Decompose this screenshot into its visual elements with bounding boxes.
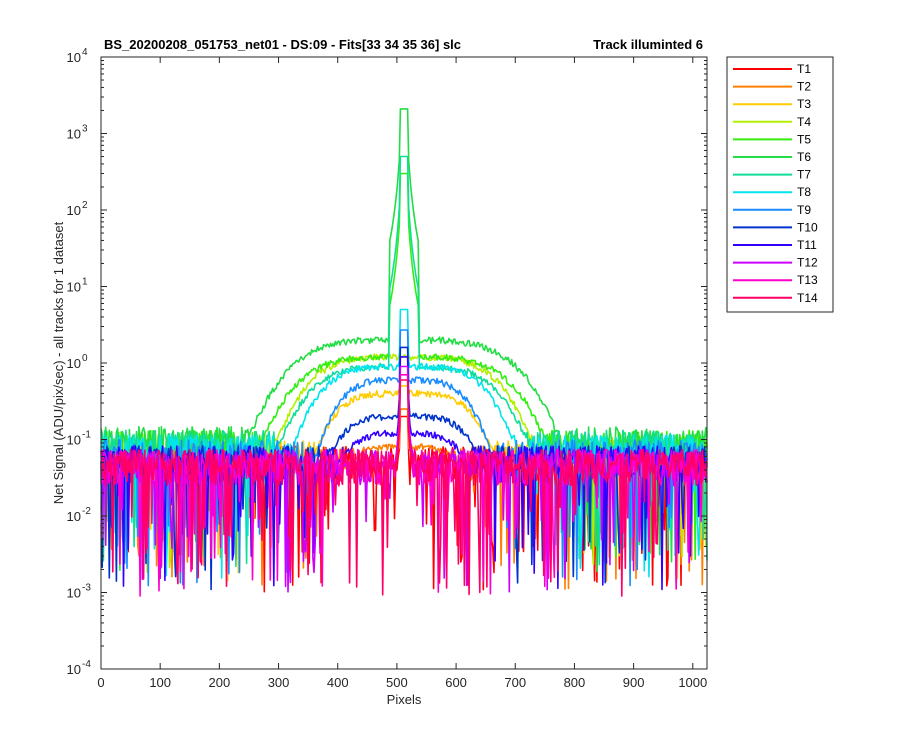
y-tick-label: 10 [67, 662, 81, 677]
legend: T1 T2 T3 T4 T5 T6 T7 T8 T9 T10 T11 T12 T13 T14 [726, 56, 834, 313]
y-tick-exponent: 3 [82, 124, 88, 135]
legend-label: T13 [797, 273, 818, 287]
y-tick-label: 10 [67, 433, 81, 448]
y-tick-label: 10 [67, 586, 81, 601]
x-axis: 0 100 200 300 400 500 600 700 800 900 1000 [97, 57, 707, 690]
y-tick-label: 10 [67, 280, 81, 295]
series-line-t13 [100, 373, 708, 597]
legend-label: T5 [797, 132, 811, 146]
legend-label: T11 [797, 238, 817, 252]
x-tick-label: 900 [623, 675, 645, 690]
y-tick-label: 10 [67, 356, 81, 371]
legend-label: T2 [797, 80, 811, 94]
y-tick-exponent: -4 [82, 659, 91, 670]
x-tick-label: 0 [97, 675, 104, 690]
x-tick-label: 700 [504, 675, 526, 690]
legend-box [726, 56, 834, 313]
legend-label: T12 [797, 256, 818, 270]
series-group [100, 108, 708, 597]
x-tick-label: 200 [209, 675, 231, 690]
x-tick-label: 100 [149, 675, 171, 690]
x-tick-label: 800 [564, 675, 586, 690]
y-tick-label: 10 [67, 509, 81, 524]
chart-title-right: Track illuminted 6 [593, 37, 703, 52]
y-tick-exponent: 1 [82, 277, 88, 288]
y-tick-label: 10 [67, 203, 81, 218]
y-tick-exponent: 4 [82, 47, 88, 58]
y-axis-label: Net Signal (ADU/pix/sec) - all tracks fo… [51, 221, 66, 504]
x-tick-label: 500 [386, 675, 408, 690]
y-tick-label: 10 [67, 50, 81, 65]
series-line-t9 [100, 329, 708, 587]
legend-label: T14 [797, 291, 818, 305]
y-tick-exponent: 0 [82, 353, 88, 364]
series-line-t14 [100, 379, 708, 597]
legend-label: T3 [797, 97, 811, 111]
x-tick-label: 1000 [678, 675, 707, 690]
legend-label: T10 [797, 220, 818, 234]
legend-label: T4 [797, 115, 811, 129]
legend-label: T6 [797, 150, 811, 164]
y-tick-label: 10 [67, 127, 81, 142]
x-tick-label: 600 [445, 675, 467, 690]
legend-label: T9 [797, 203, 811, 217]
legend-label: T8 [797, 185, 811, 199]
chart-title: BS_20200208_051753_net01 - DS:09 - Fits[… [104, 37, 461, 52]
x-tick-label: 400 [327, 675, 349, 690]
x-axis-label: Pixels [387, 692, 422, 707]
y-tick-exponent: -3 [82, 583, 91, 594]
y-tick-exponent: 2 [82, 200, 88, 211]
legend-label: T7 [797, 168, 811, 182]
y-tick-exponent: -2 [82, 506, 91, 517]
x-tick-label: 300 [268, 675, 290, 690]
y-tick-exponent: -1 [82, 430, 91, 441]
legend-label: T1 [797, 62, 811, 76]
